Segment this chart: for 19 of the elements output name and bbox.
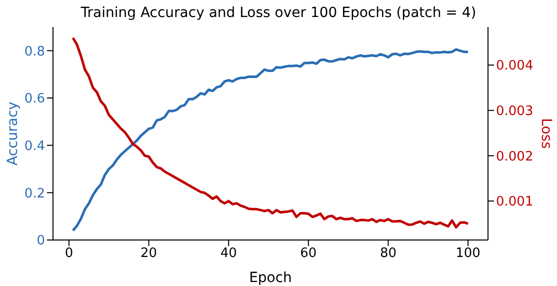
y2-tick-label: 0.003 bbox=[496, 104, 534, 119]
x-axis-title: Epoch bbox=[249, 270, 292, 286]
x-tick-label: 80 bbox=[380, 246, 397, 262]
x-tick-label: 20 bbox=[140, 246, 158, 262]
y2-axis-title: Loss bbox=[538, 118, 554, 149]
y2-tick-label: 0.002 bbox=[496, 149, 534, 164]
x-tick-label: 60 bbox=[300, 246, 317, 262]
y-axis-title: Accuracy bbox=[4, 102, 21, 166]
y2-tick-label: 0.004 bbox=[496, 58, 534, 74]
x-tick-label: 40 bbox=[220, 246, 237, 262]
y-tick-label: 0.4 bbox=[24, 138, 45, 154]
y-tick-label: 0.6 bbox=[24, 92, 45, 107]
x-tick-label: 0 bbox=[64, 246, 74, 262]
chart-title: Training Accuracy and Loss over 100 Epochs (patch = 4) bbox=[80, 5, 478, 21]
y-tick-label: 0.2 bbox=[24, 186, 45, 202]
y2-tick-label: 0.001 bbox=[496, 194, 534, 210]
x-tick-label: 100 bbox=[456, 246, 480, 262]
y-tick-label: 0 bbox=[36, 234, 45, 249]
y-tick-label: 0.8 bbox=[24, 44, 45, 60]
